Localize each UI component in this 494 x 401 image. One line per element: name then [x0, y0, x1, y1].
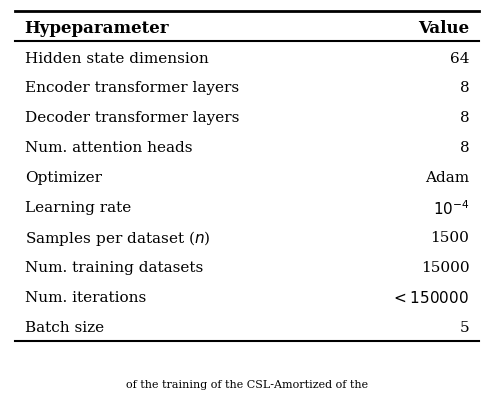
Text: Hypeparameter: Hypeparameter: [25, 20, 169, 37]
Text: Num. iterations: Num. iterations: [25, 291, 146, 304]
Text: 15000: 15000: [421, 261, 469, 275]
Text: Adam: Adam: [425, 171, 469, 185]
Text: Batch size: Batch size: [25, 320, 104, 334]
Text: $< 150000$: $< 150000$: [391, 290, 469, 306]
Text: Samples per dataset ($n$): Samples per dataset ($n$): [25, 228, 210, 247]
Text: Optimizer: Optimizer: [25, 171, 102, 185]
Text: $10^{-4}$: $10^{-4}$: [433, 198, 469, 217]
Text: 1500: 1500: [430, 231, 469, 245]
Text: Value: Value: [418, 20, 469, 37]
Text: 8: 8: [460, 81, 469, 95]
Text: Encoder transformer layers: Encoder transformer layers: [25, 81, 239, 95]
Text: Decoder transformer layers: Decoder transformer layers: [25, 111, 239, 125]
Text: Num. attention heads: Num. attention heads: [25, 141, 192, 155]
Text: 5: 5: [460, 320, 469, 334]
Text: 8: 8: [460, 111, 469, 125]
Text: 64: 64: [450, 51, 469, 65]
Text: Learning rate: Learning rate: [25, 201, 131, 215]
Text: Num. training datasets: Num. training datasets: [25, 261, 203, 275]
Text: Hidden state dimension: Hidden state dimension: [25, 51, 208, 65]
Text: of the training of the CSL-Amortized of the: of the training of the CSL-Amortized of …: [126, 379, 368, 389]
Text: 8: 8: [460, 141, 469, 155]
